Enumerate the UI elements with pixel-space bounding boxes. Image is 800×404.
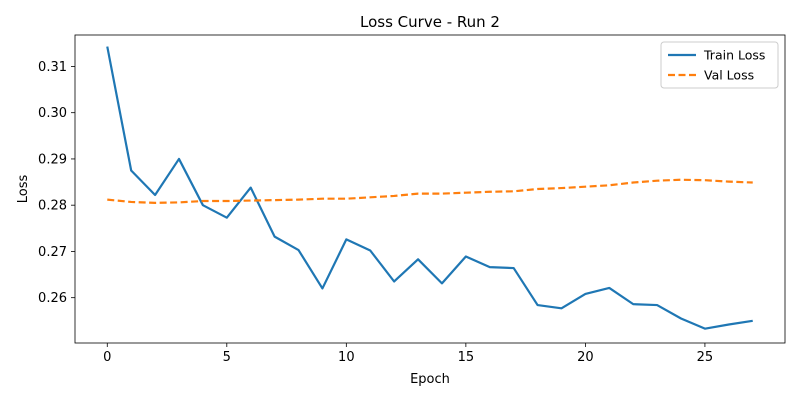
y-tick-label: 0.26 xyxy=(38,291,67,306)
y-tick-label: 0.27 xyxy=(38,245,67,260)
y-axis-label: Loss xyxy=(16,175,31,204)
ticks-layer: 0 5 10 15 20 25 0.26 0.27 0.28 0.29 0.30 0.31 xyxy=(38,60,713,365)
x-tick-label: 5 xyxy=(223,350,231,365)
y-tick-label: 0.29 xyxy=(38,152,67,167)
chart-title: Loss Curve - Run 2 xyxy=(360,13,500,31)
x-tick-label: 15 xyxy=(458,350,475,365)
x-tick-label: 25 xyxy=(697,350,714,365)
x-axis-label: Epoch xyxy=(410,372,450,387)
x-tick-label: 0 xyxy=(103,350,111,365)
series-line-val-loss xyxy=(107,178,753,204)
legend: Train Loss Val Loss xyxy=(660,41,779,89)
legend-label-train-loss: Train Loss xyxy=(703,48,765,63)
legend-label-val-loss: Val Loss xyxy=(704,68,754,83)
x-tick-label: 10 xyxy=(338,350,355,365)
plot-frame xyxy=(74,34,786,344)
y-tick-label: 0.28 xyxy=(38,199,67,214)
legend-frame xyxy=(660,41,779,89)
lines-layer xyxy=(106,46,753,330)
y-tick-label: 0.31 xyxy=(38,60,67,75)
x-tick-label: 20 xyxy=(577,350,594,365)
series-line-train-loss xyxy=(106,46,753,330)
y-tick-label: 0.30 xyxy=(38,106,67,121)
